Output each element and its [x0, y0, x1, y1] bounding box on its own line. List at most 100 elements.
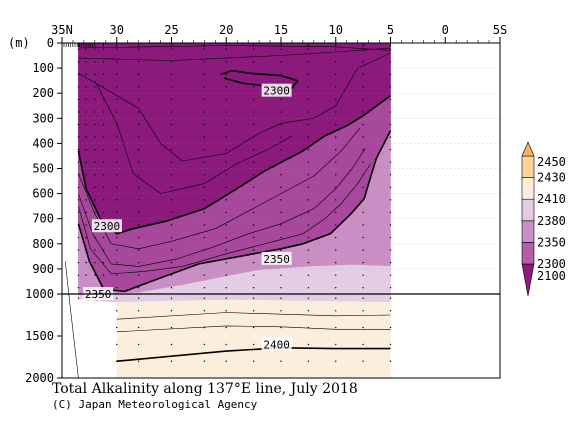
- sample-point-272: [307, 211, 310, 214]
- sample-point-325: [362, 249, 364, 251]
- sample-point-67: [102, 98, 105, 101]
- sample-point-105: [116, 310, 118, 312]
- sample-point-304: [335, 297, 337, 299]
- sample-point-315: [362, 123, 364, 126]
- sample-point-87: [116, 86, 118, 88]
- sample-point-324: [362, 236, 364, 239]
- contour-label-bg-4: [261, 337, 292, 351]
- sample-point-23: [85, 73, 87, 76]
- sample-point-112: [137, 86, 140, 88]
- sample-point-226: [252, 261, 255, 264]
- sample-point-191: [225, 136, 227, 138]
- sample-point-92: [116, 148, 118, 151]
- sample-point-197: [225, 211, 227, 214]
- sample-point-343: [389, 161, 392, 163]
- sample-point-129: [137, 297, 140, 299]
- sample-point-160: [203, 61, 206, 63]
- sample-point-219: [252, 174, 255, 176]
- sample-point-11: [77, 186, 80, 189]
- sample-point-74: [102, 186, 105, 189]
- sample-point-151: [170, 261, 173, 264]
- sample-point-30: [85, 161, 87, 163]
- sample-point-38: [85, 261, 87, 264]
- sample-point-285: [335, 61, 337, 63]
- contour-band-4: [116, 299, 391, 379]
- legend-swatch-2: [521, 220, 535, 243]
- sample-point-230: [252, 310, 255, 312]
- y-tick-label-1: 100: [32, 61, 54, 75]
- sample-point-3: [77, 86, 80, 88]
- sample-point-321: [362, 199, 364, 201]
- legend-label-4: 2410: [537, 192, 566, 206]
- sample-point-187: [225, 86, 227, 88]
- sample-point-44: [94, 73, 96, 76]
- contour-label-4: 2400: [263, 338, 290, 351]
- sample-point-273: [307, 224, 310, 226]
- contour-line-11: [116, 325, 391, 333]
- sample-point-184: [225, 48, 227, 50]
- sample-point-301: [335, 261, 337, 264]
- sample-point-34: [85, 211, 87, 214]
- contour-label-2: 2350: [263, 253, 290, 266]
- legend-label-1: 2300: [537, 257, 566, 271]
- sample-point-168: [203, 161, 206, 163]
- sample-point-91: [116, 136, 118, 138]
- sample-point-65: [102, 73, 105, 76]
- sample-point-202: [225, 274, 227, 276]
- sample-point-123: [137, 224, 140, 226]
- contour-line-5: [78, 52, 391, 162]
- sample-point-173: [203, 224, 206, 226]
- sample-point-85: [116, 61, 118, 63]
- sample-point-333: [362, 360, 364, 362]
- sample-point-149: [170, 236, 173, 239]
- sample-point-200: [225, 249, 227, 251]
- sample-point-28: [85, 136, 87, 138]
- sample-point-111: [137, 73, 140, 76]
- sample-point-124: [137, 236, 140, 239]
- sample-point-152: [170, 274, 173, 276]
- legend-label-6: 2450: [537, 155, 566, 169]
- sample-point-262: [307, 86, 310, 88]
- sample-point-242: [280, 148, 282, 151]
- sample-point-93: [116, 161, 118, 163]
- sample-point-344: [389, 174, 392, 176]
- sample-point-170: [203, 186, 206, 189]
- legend-swatch-4: [521, 177, 535, 200]
- x-tick-label-3: 20: [219, 23, 233, 37]
- sample-point-86: [116, 73, 118, 76]
- sample-point-312: [362, 86, 364, 88]
- sample-point-245: [280, 186, 282, 189]
- sample-point-203: [225, 287, 227, 289]
- y-tick-label-10: 1000: [25, 287, 54, 301]
- sample-point-334: [389, 48, 392, 50]
- sample-point-303: [335, 287, 337, 289]
- sample-point-17: [77, 261, 80, 264]
- sample-point-260: [307, 61, 310, 63]
- sample-point-15: [77, 236, 80, 239]
- sample-point-323: [362, 224, 364, 226]
- sample-point-113: [137, 98, 140, 101]
- x-tick-label-0: 35N: [51, 23, 73, 37]
- sample-point-298: [335, 224, 337, 226]
- sample-point-212: [252, 86, 255, 88]
- credit-line: (C) Japan Meteorological Agency: [52, 398, 258, 411]
- sample-point-349: [389, 236, 392, 239]
- no-data-region: [62, 261, 117, 379]
- sample-point-350: [389, 249, 392, 251]
- sample-point-281: [307, 326, 310, 329]
- sample-point-314: [362, 111, 364, 113]
- sample-point-335: [389, 61, 392, 63]
- sample-point-60: [94, 274, 96, 276]
- sample-point-66: [102, 86, 105, 88]
- sample-point-55: [94, 211, 96, 214]
- y-tick-label-11: 1500: [25, 329, 54, 343]
- sample-point-353: [389, 287, 392, 289]
- sample-point-71: [102, 148, 105, 151]
- sample-point-269: [307, 174, 310, 176]
- sample-point-117: [137, 148, 140, 151]
- sample-point-47: [94, 111, 96, 113]
- sample-point-185: [225, 61, 227, 63]
- sample-point-167: [203, 148, 206, 151]
- sample-point-234: [280, 48, 282, 50]
- sample-point-131: [137, 326, 140, 329]
